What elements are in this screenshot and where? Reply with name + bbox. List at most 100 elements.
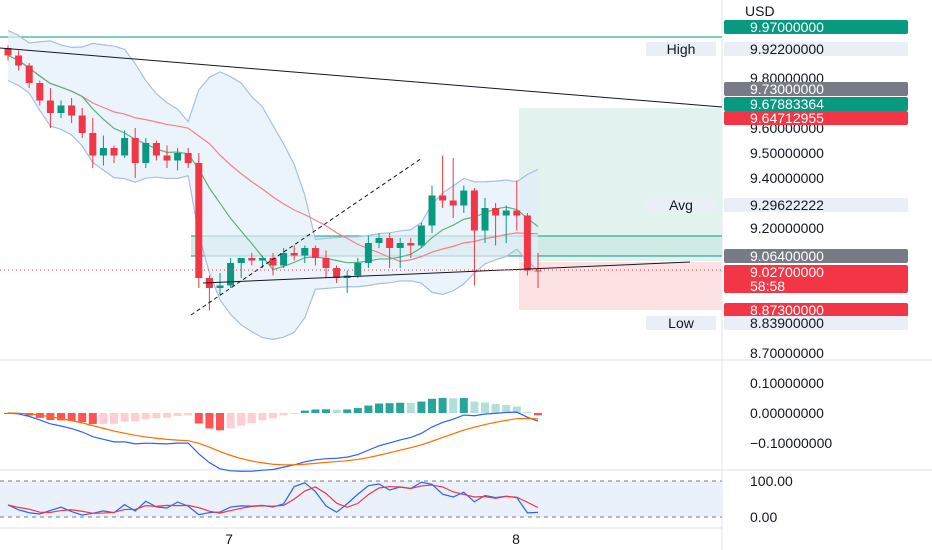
candle-body [417, 225, 425, 246]
candle[interactable] [89, 118, 97, 168]
candle[interactable] [248, 253, 256, 266]
candle[interactable] [449, 158, 457, 218]
price-pane[interactable] [0, 29, 723, 340]
candle[interactable] [333, 265, 341, 284]
candle[interactable] [184, 148, 192, 168]
candle[interactable] [502, 205, 510, 244]
price-label-text: 9.92200000 [750, 41, 824, 57]
candle[interactable] [375, 233, 383, 248]
candles[interactable] [4, 45, 542, 311]
price-label-bg [724, 198, 908, 212]
candle[interactable] [195, 153, 203, 288]
candle[interactable] [68, 98, 76, 123]
price-label-bg [724, 97, 908, 111]
price-label-green: 9.67883364 [724, 96, 908, 112]
candle[interactable] [407, 238, 415, 258]
macd-histogram-bar [470, 401, 479, 413]
candle[interactable] [523, 213, 531, 276]
candle[interactable] [280, 248, 288, 268]
price-tag-text: High [667, 41, 696, 57]
price-label-text: 8.83900000 [750, 315, 824, 331]
candle-body [269, 258, 277, 266]
macd-histogram-bar [449, 398, 458, 413]
candle-body [481, 208, 489, 231]
countdown-text: 58:58 [750, 278, 785, 294]
candle-body [492, 208, 500, 216]
candle[interactable] [290, 245, 298, 261]
candle[interactable] [110, 145, 118, 164]
macd-histogram-bar [152, 413, 161, 419]
descending-trendline[interactable] [0, 47, 723, 108]
candle[interactable] [311, 245, 319, 266]
candle[interactable] [46, 88, 54, 128]
price-tick: 8.70000000 [750, 345, 824, 361]
price-label-bg [724, 249, 908, 263]
macd-pane[interactable] [4, 397, 542, 472]
candle[interactable] [205, 275, 213, 311]
ma-slow [7, 54, 539, 262]
candle[interactable] [534, 253, 542, 288]
time-axis[interactable]: 7 8 [225, 531, 520, 547]
price-axis[interactable]: USD 9.800000009.600000009.500000009.4000… [646, 3, 908, 525]
candle[interactable] [163, 145, 171, 169]
candle[interactable] [99, 135, 107, 166]
macd-histogram-bar [184, 413, 193, 416]
candle[interactable] [396, 238, 404, 268]
price-label-red1: 9.64712955 [724, 110, 908, 126]
stochastic-pane[interactable] [0, 480, 722, 518]
candle[interactable] [36, 80, 44, 106]
candle-body [99, 148, 107, 156]
candle[interactable] [386, 233, 394, 268]
price-tick: 9.50000000 [750, 145, 824, 161]
price-tag-bg [646, 42, 716, 56]
candle[interactable] [460, 185, 468, 214]
candle-body [333, 268, 341, 278]
macd-histogram-bar [322, 409, 330, 413]
candle[interactable] [439, 155, 447, 209]
candle[interactable] [216, 273, 224, 296]
macd-histogram-bar [269, 413, 277, 419]
macd-histogram-bar [110, 413, 118, 424]
ascending-trendline[interactable] [202, 261, 691, 284]
candle-body [15, 55, 23, 66]
candle[interactable] [364, 235, 372, 269]
macd-histogram-bar [88, 413, 97, 425]
macd-tick: 0.00000000 [750, 405, 824, 421]
candle[interactable] [25, 63, 33, 88]
candle-body [142, 143, 150, 163]
candle-body [174, 153, 182, 161]
candle[interactable] [152, 140, 160, 161]
candle-body [227, 263, 235, 286]
candle[interactable] [492, 203, 500, 246]
candle[interactable] [4, 45, 12, 61]
candle[interactable] [417, 223, 425, 248]
candle[interactable] [131, 128, 139, 178]
macd-histogram-bar [194, 413, 203, 424]
candle-body [78, 115, 86, 133]
candle[interactable] [121, 130, 129, 159]
candle[interactable] [470, 188, 478, 286]
candle[interactable] [301, 245, 309, 264]
candle[interactable] [269, 253, 277, 276]
candle-body [57, 105, 65, 113]
candle[interactable] [428, 185, 436, 234]
candle[interactable] [227, 258, 235, 288]
macd-histogram-bar [406, 402, 415, 413]
macd-histogram-bar [163, 413, 171, 418]
candle[interactable] [354, 258, 362, 278]
candle[interactable] [481, 198, 489, 243]
candle[interactable] [237, 258, 245, 278]
dashed-trendline[interactable] [190, 157, 423, 316]
candle[interactable] [57, 100, 65, 119]
candle-body [386, 238, 394, 248]
candle-body [36, 83, 44, 101]
candle[interactable] [322, 250, 330, 279]
candle[interactable] [78, 108, 86, 138]
candle[interactable] [174, 148, 182, 171]
candle[interactable] [142, 138, 150, 168]
price-label-text: 9.67883364 [750, 96, 824, 112]
candle[interactable] [513, 180, 521, 231]
candle[interactable] [15, 50, 23, 71]
